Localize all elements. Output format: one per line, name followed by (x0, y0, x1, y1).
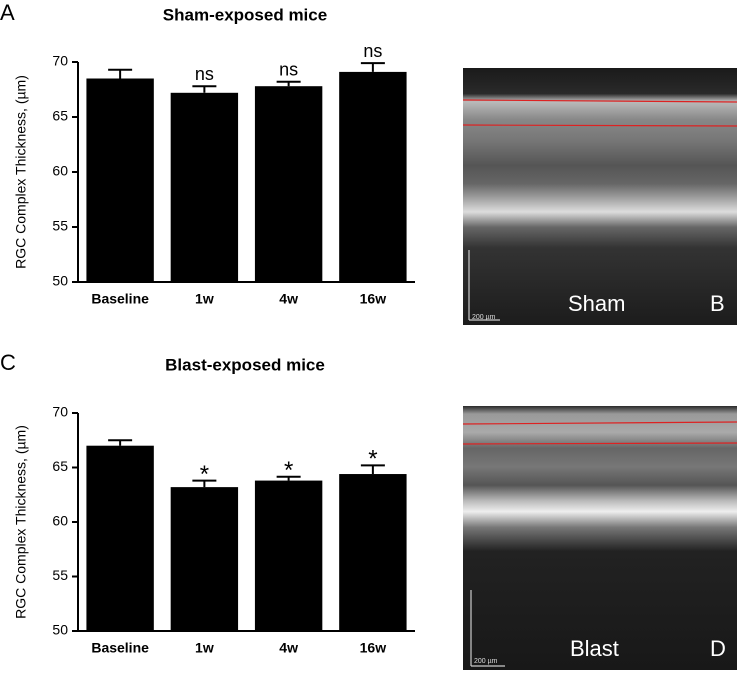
significance-label: ns (279, 60, 298, 80)
bar (254, 480, 323, 631)
error-bar (108, 68, 133, 79)
panel-label: B (710, 291, 725, 316)
image-label: Blast (570, 636, 619, 661)
panel-letter: C (0, 350, 16, 375)
y-tick-label: 50 (52, 622, 68, 638)
scale-bar-label: 200 µm (474, 658, 498, 665)
panel-label: D (710, 636, 726, 661)
significance-label: ns (195, 64, 214, 84)
oct-image-b (462, 68, 737, 325)
bar (86, 445, 154, 631)
bar (339, 474, 407, 631)
x-tick-label: 1w (195, 291, 214, 307)
y-tick-label: 60 (52, 163, 68, 179)
significance-label: * (200, 461, 209, 488)
y-tick-label: 60 (52, 513, 68, 529)
significance-label: * (368, 446, 377, 473)
error-bar (192, 85, 217, 93)
significance-label: ns (363, 41, 382, 61)
error-bar (108, 439, 133, 446)
x-tick-label: 16w (360, 640, 387, 656)
bar (170, 92, 239, 282)
chart-title: Sham-exposed mice (163, 5, 327, 24)
error-bar (360, 464, 385, 475)
error-bar (276, 475, 301, 481)
y-tick-label: 55 (52, 218, 68, 234)
y-axis-label: RGC Complex Thickness, (µm) (13, 75, 29, 269)
y-tick-label: 70 (52, 404, 68, 420)
x-tick-label: 16w (360, 291, 387, 307)
scale-bar-label: 200 µm (472, 314, 496, 321)
error-bar (192, 479, 217, 488)
error-bar (360, 62, 385, 72)
y-axis-label: RGC Complex Thickness, (µm) (13, 425, 29, 619)
y-tick-label: 55 (52, 567, 68, 583)
y-tick-label: 70 (52, 53, 68, 69)
bar (254, 86, 323, 282)
y-tick-label: 50 (52, 273, 68, 289)
error-bar (276, 80, 301, 87)
x-tick-label: 1w (195, 640, 214, 656)
x-tick-label: 4w (279, 291, 298, 307)
y-tick-label: 65 (52, 108, 68, 124)
x-tick-label: 4w (279, 640, 298, 656)
bar (170, 487, 239, 631)
y-tick-label: 65 (52, 458, 68, 474)
panel-letter: A (0, 0, 15, 25)
chart-title: Blast-exposed mice (165, 355, 325, 374)
image-label: Sham (568, 291, 625, 316)
x-tick-label: Baseline (91, 640, 149, 656)
significance-label: * (284, 457, 293, 484)
bar (86, 78, 154, 282)
x-tick-label: Baseline (91, 291, 149, 307)
oct-image-d (462, 406, 737, 670)
bar (339, 71, 407, 283)
